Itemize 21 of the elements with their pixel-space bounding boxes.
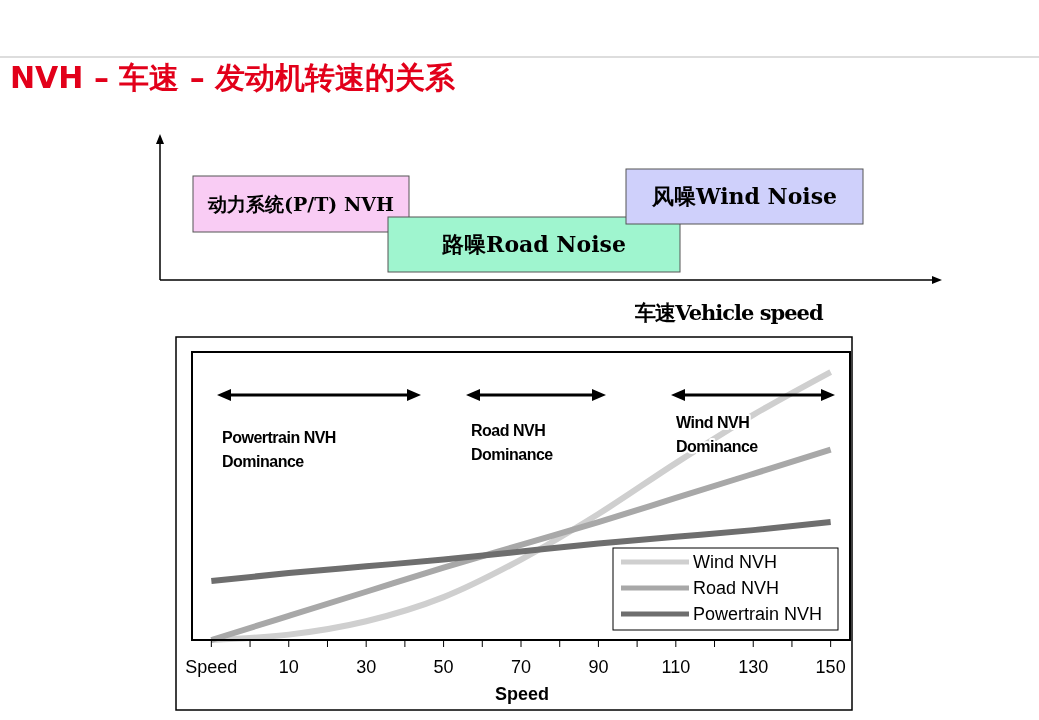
annotation: Powertrain NVH Dominance [222,429,336,470]
text: 动力系统(P/T) NVH [206,193,395,215]
legend-label: Wind NVH [693,552,778,572]
x-tick-label: 70 [510,657,532,677]
text: NVH – 车速 – 发动机转速的关系 [10,60,457,95]
text: 风噪Wind Noise [650,182,838,209]
x-tick-label: 110 [661,657,691,677]
legend-label: Powertrain NVH [693,604,823,624]
x-tick-label: 10 [278,657,299,677]
x-tick-label: 150 [815,657,846,677]
x-tick-label: 130 [738,657,769,677]
text: 路噪Road Noise [441,230,626,257]
legend-label: Road NVH [693,578,780,598]
x-tick-label: 30 [356,657,377,677]
text: 车速Vehicle speed [634,300,824,325]
x-axis-title: Speed [494,684,550,704]
annotation: Wind NVH Dominance [676,414,759,455]
x-tick-label: 90 [588,657,609,677]
x-tick-label: Speed [185,657,238,677]
annotation: Road NVH Dominance [471,422,554,463]
x-tick-label: 50 [433,657,454,677]
